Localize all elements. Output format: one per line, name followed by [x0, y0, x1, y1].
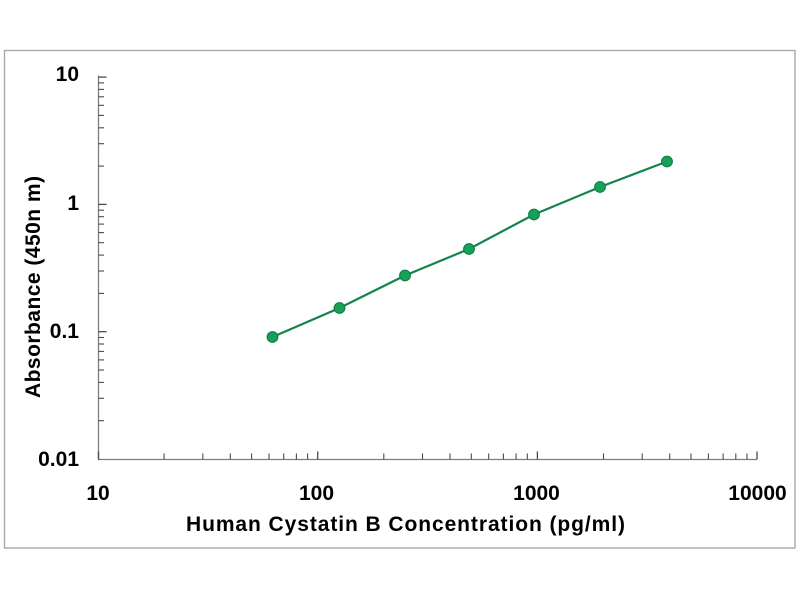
- svg-text:Absorbance (450n m): Absorbance (450n m): [22, 176, 45, 398]
- svg-text:10: 10: [56, 63, 79, 86]
- svg-text:1000: 1000: [513, 482, 560, 505]
- svg-text:0.1: 0.1: [50, 320, 80, 343]
- svg-text:10: 10: [86, 482, 109, 505]
- svg-text:100: 100: [299, 482, 334, 505]
- svg-text:Human Cystatin B Concentration: Human Cystatin B Concentration (pg/ml): [186, 513, 625, 536]
- svg-text:1: 1: [67, 192, 79, 215]
- svg-text:10000: 10000: [728, 482, 786, 505]
- svg-text:0.01: 0.01: [38, 448, 79, 471]
